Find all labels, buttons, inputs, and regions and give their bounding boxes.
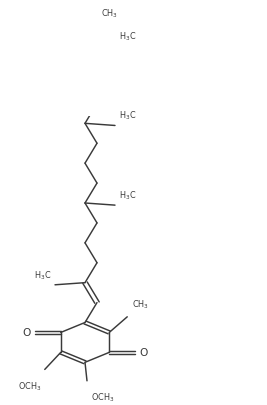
Text: CH$_3$: CH$_3$ [101, 8, 118, 20]
Text: CH$_3$: CH$_3$ [132, 298, 149, 311]
Text: H$_3$C: H$_3$C [119, 189, 136, 201]
Text: H$_3$C: H$_3$C [34, 269, 51, 281]
Text: OCH$_3$: OCH$_3$ [18, 379, 42, 392]
Text: O: O [139, 347, 148, 358]
Text: OCH$_3$: OCH$_3$ [91, 390, 115, 403]
Text: H$_3$C: H$_3$C [119, 109, 136, 122]
Text: H$_3$C: H$_3$C [119, 30, 136, 43]
Text: O: O [22, 328, 31, 338]
